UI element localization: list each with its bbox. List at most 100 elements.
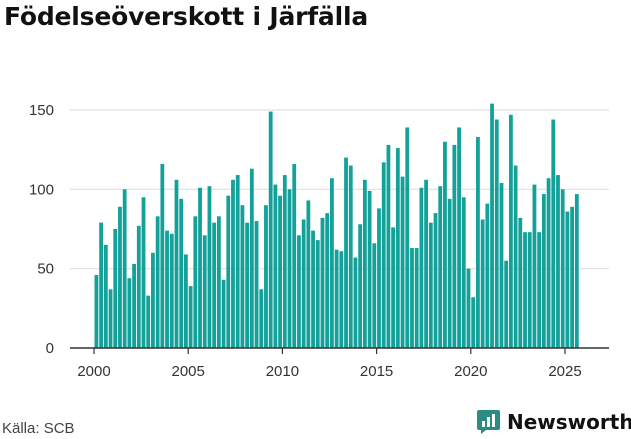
bar xyxy=(461,197,466,348)
bar xyxy=(226,195,231,348)
bar xyxy=(405,127,410,348)
x-axis-ticks: 2000 2005 2010 2015 2020 2025 xyxy=(77,348,582,380)
bar xyxy=(344,157,348,348)
bar xyxy=(169,233,174,348)
y-axis-ticks: 0 50 100 150 xyxy=(29,102,54,357)
bar xyxy=(391,227,396,348)
bar xyxy=(381,162,386,348)
bar xyxy=(419,187,424,348)
bar xyxy=(433,213,438,348)
bar xyxy=(268,111,273,348)
bar xyxy=(103,244,108,348)
bar xyxy=(372,243,377,348)
bar xyxy=(297,235,301,348)
bar xyxy=(136,225,141,348)
bar xyxy=(447,198,452,348)
bar xyxy=(377,208,381,348)
bar xyxy=(358,224,363,348)
y-tick-label: 0 xyxy=(46,340,54,357)
bar xyxy=(202,235,207,348)
bar xyxy=(556,175,560,348)
source-credit: Källa: SCB xyxy=(2,420,75,437)
bar xyxy=(367,190,372,348)
bar xyxy=(306,200,311,348)
bar xyxy=(311,230,315,348)
bar xyxy=(386,144,391,348)
bar xyxy=(330,178,334,348)
bar xyxy=(221,279,226,348)
bar xyxy=(264,205,268,348)
x-tick-label: 2000 xyxy=(77,363,110,380)
bar xyxy=(424,179,429,348)
bar xyxy=(466,268,471,348)
bar xyxy=(301,219,306,348)
bar xyxy=(480,219,485,348)
bar xyxy=(452,144,457,348)
bar xyxy=(395,148,400,348)
bar xyxy=(410,248,414,348)
bar xyxy=(490,103,494,349)
bar xyxy=(443,141,447,348)
bar xyxy=(231,179,235,348)
x-tick-label: 2015 xyxy=(360,363,393,380)
bar xyxy=(160,163,165,348)
y-tick-label: 50 xyxy=(37,261,54,278)
bar xyxy=(518,217,523,348)
bar xyxy=(570,206,575,348)
brand-name: Newsworthy xyxy=(507,410,631,434)
bar xyxy=(471,297,476,348)
bar xyxy=(188,286,193,348)
bar xyxy=(94,275,99,348)
bar xyxy=(113,229,118,348)
bar xyxy=(146,295,151,348)
bar xyxy=(508,114,513,348)
bar xyxy=(334,249,339,348)
bars xyxy=(94,103,579,349)
y-tick-label: 150 xyxy=(29,102,54,119)
bar xyxy=(132,263,136,348)
bar xyxy=(287,189,292,348)
bar xyxy=(353,257,358,348)
bar xyxy=(183,254,188,348)
bar xyxy=(523,232,527,348)
bar xyxy=(193,216,198,348)
bar xyxy=(414,248,419,348)
chart-title: Födelseöverskott i Järfälla xyxy=(4,2,368,31)
bar xyxy=(527,232,532,348)
bar xyxy=(537,232,542,348)
bar xyxy=(574,194,579,348)
bar xyxy=(428,222,433,348)
bar xyxy=(348,165,353,348)
brand-logo[interactable]: Newsworthy xyxy=(476,409,631,435)
bar xyxy=(249,168,254,348)
bar xyxy=(207,186,212,348)
bar xyxy=(560,189,565,348)
bar xyxy=(278,195,282,348)
bar xyxy=(325,213,330,348)
bar xyxy=(400,176,405,348)
bar xyxy=(165,230,169,348)
bar xyxy=(118,206,122,348)
bar xyxy=(174,179,179,348)
bar xyxy=(254,221,259,348)
bar xyxy=(155,216,160,348)
bar xyxy=(362,179,367,348)
bar xyxy=(240,205,245,348)
bar xyxy=(485,203,490,348)
bar xyxy=(245,222,250,348)
bar xyxy=(438,186,443,348)
bar xyxy=(235,175,240,348)
bar xyxy=(99,222,104,348)
bar xyxy=(108,289,113,348)
bar xyxy=(259,289,264,348)
x-tick-label: 2020 xyxy=(454,363,487,380)
bar xyxy=(339,251,344,348)
bar xyxy=(216,216,221,348)
bar xyxy=(151,252,155,348)
bar xyxy=(546,178,551,348)
bar xyxy=(532,184,537,348)
bar xyxy=(273,184,278,348)
bar xyxy=(565,211,570,348)
bar xyxy=(551,119,556,349)
